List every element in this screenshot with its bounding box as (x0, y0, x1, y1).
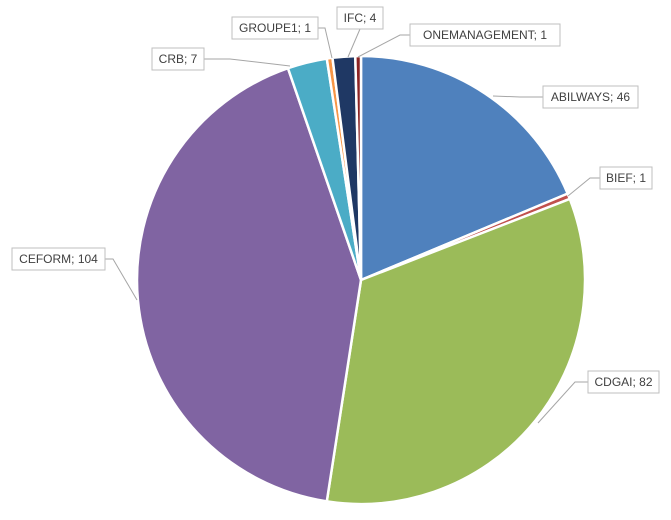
data-label-abilways: ABILWAYS; 46 (542, 85, 639, 109)
data-label-onemanagement: ONEMANAGEMENT; 1 (409, 23, 561, 47)
leader-line-groupe1 (318, 27, 333, 59)
pie-slice-ceform (135, 66, 363, 503)
data-label-box (336, 6, 384, 30)
data-label-box (587, 370, 660, 394)
data-label-text: CEFORM; 104 (19, 252, 98, 266)
pie-slice-abilways (359, 54, 570, 282)
leader-lines (105, 27, 600, 424)
data-label-box (231, 16, 319, 40)
leader-line-onemanagement (357, 34, 410, 58)
data-labels: ABILWAYS; 46 BIEF; 1 CDGAI; 82 CEFORM; 104 C… (11, 6, 660, 394)
pie-slice-onemanagement (353, 54, 363, 281)
data-label-box (151, 47, 205, 71)
data-label-box (542, 85, 639, 109)
data-label-ifc: IFC; 4 (336, 6, 384, 30)
leader-line-ceform (105, 258, 138, 301)
data-label-cdgai: CDGAI; 82 (587, 370, 660, 394)
leader-line-crb (204, 58, 291, 67)
data-label-text: GROUPE1; 1 (239, 21, 311, 35)
data-label-text: ONEMANAGEMENT; 1 (423, 28, 547, 42)
data-label-bief: BIEF; 1 (599, 166, 653, 190)
data-label-box (11, 247, 106, 271)
leader-line-bief (567, 177, 600, 197)
leader-line-cdgai (537, 381, 588, 424)
leader-line-abilways (492, 95, 543, 98)
leader-line-ifc (347, 28, 361, 58)
data-label-groupe1: GROUPE1; 1 (231, 16, 319, 40)
data-label-text: CDGAI; 82 (594, 375, 652, 389)
data-label-text: CRB; 7 (159, 52, 198, 66)
pie-slices (135, 54, 587, 506)
data-label-box (409, 23, 561, 47)
data-label-text: ABILWAYS; 46 (551, 90, 630, 104)
data-label-text: IFC; 4 (344, 11, 377, 25)
data-label-box (599, 166, 653, 190)
data-label-ceform: CEFORM; 104 (11, 247, 106, 271)
pie-slice-cdgai (325, 197, 587, 506)
data-label-text: BIEF; 1 (606, 171, 646, 185)
data-label-crb: CRB; 7 (151, 47, 205, 71)
